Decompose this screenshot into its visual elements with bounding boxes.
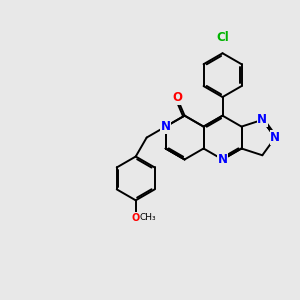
Text: N: N [257,113,267,126]
Text: N: N [218,153,227,166]
Text: O: O [132,213,140,223]
Bar [271,134,280,141]
Bar [128,212,144,221]
Text: CH₃: CH₃ [140,213,156,222]
Text: Cl: Cl [216,32,229,44]
Bar [161,123,170,130]
Text: N: N [270,131,280,144]
Bar [218,156,227,163]
Bar [172,94,182,101]
Bar [217,34,229,42]
Bar [258,116,267,124]
Text: N: N [160,120,171,133]
Text: O: O [172,91,182,104]
